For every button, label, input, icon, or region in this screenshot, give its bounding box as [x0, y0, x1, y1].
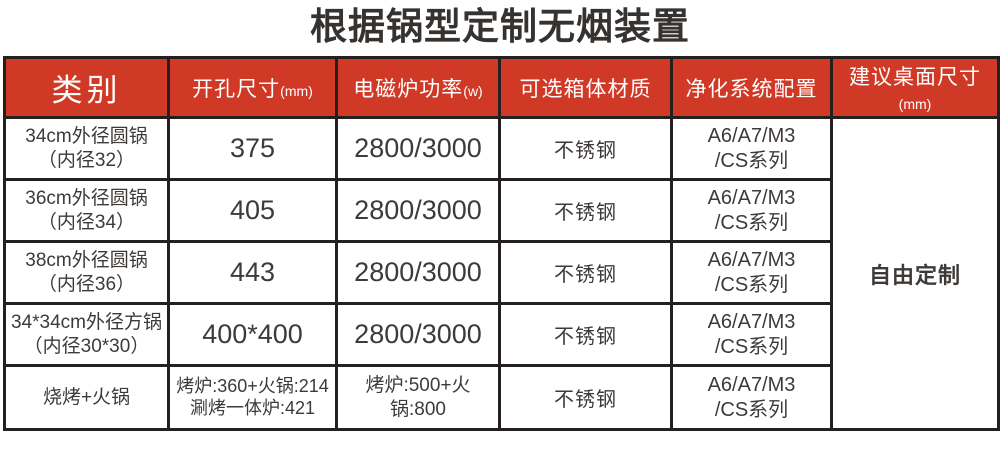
header-unit: (mm) — [898, 95, 932, 112]
header-label: 电磁炉功率 — [353, 77, 464, 101]
cell-power: 2800/3000 — [335, 302, 501, 367]
cell-line: （内径32） — [37, 149, 136, 171]
cell-hole-size: 443 — [167, 240, 338, 305]
cell-desktop-size-merged: 自由定制 — [830, 116, 1000, 431]
page-title: 根据锅型定制无烟装置 — [310, 6, 690, 47]
cell-line: 443 — [229, 257, 276, 288]
cell-line: /CS系列 — [714, 273, 789, 296]
cell-line: 34*34cm外径方锅 — [11, 312, 162, 334]
cell-line: 405 — [229, 195, 276, 226]
header-row: 类别 开孔尺寸(mm) 电磁炉功率(w) 可选箱体材质 净化系统配置 建议桌面尺… — [3, 56, 1000, 119]
cell-material: 不锈钢 — [498, 178, 673, 243]
cell-line: A6/A7/M3 — [707, 125, 796, 148]
cell-purification: A6/A7/M3 /CS系列 — [670, 116, 833, 181]
cell-hole-size: 405 — [167, 178, 338, 243]
header-label: 净化系统配置 — [685, 77, 818, 101]
header-label: 建议桌面尺寸 — [849, 65, 981, 89]
header-cell-material: 可选箱体材质 — [498, 56, 673, 119]
table-row: 烧烤+火锅 烤炉:360+火锅:214 涮烤一体炉:421 烤炉:500+火锅:… — [3, 364, 999, 431]
cell-hole-size: 375 — [167, 116, 338, 181]
cell-purification: A6/A7/M3 /CS系列 — [670, 364, 833, 431]
cell-power: 烤炉:500+火锅:800 — [335, 364, 501, 431]
cell-hole-size: 400*400 — [167, 302, 338, 367]
cell-purification: A6/A7/M3 /CS系列 — [670, 178, 833, 243]
cell-line: 烤炉:500+火锅:800 — [365, 375, 471, 420]
cell-line: /CS系列 — [714, 335, 789, 358]
cell-line: /CS系列 — [714, 398, 789, 421]
cell-line: 34cm外径圆锅 — [25, 126, 148, 148]
cell-material: 不锈钢 — [498, 364, 673, 431]
cell-line: 400*400 — [202, 319, 303, 350]
cell-line: 2800/3000 — [354, 319, 482, 350]
header-cell-purification: 净化系统配置 — [670, 56, 833, 119]
table-row: 34cm外径圆锅 （内径32） 375 2800/3000 不锈钢 A6/A7/… — [3, 116, 1000, 431]
cell-line: （内径30*30） — [23, 335, 150, 357]
cell-power: 2800/3000 — [335, 116, 501, 181]
cell-power: 2800/3000 — [335, 240, 501, 305]
cell-line: 38cm外径圆锅 — [25, 250, 148, 272]
cell-line: （内径36） — [37, 273, 136, 295]
cell-line: 涮烤一体炉:421 — [189, 397, 316, 418]
header-label: 开孔尺寸 — [192, 77, 281, 101]
cell-material: 不锈钢 — [498, 116, 673, 181]
cell-category: 34*34cm外径方锅 （内径30*30） — [3, 302, 170, 367]
cell-line: 2800/3000 — [354, 195, 482, 226]
cell-hole-size: 烤炉:360+火锅:214 涮烤一体炉:421 — [167, 364, 338, 431]
cell-purification: A6/A7/M3 /CS系列 — [670, 302, 833, 367]
header-unit: (w) — [463, 82, 483, 99]
table-row: 34*34cm外径方锅 （内径30*30） 400*400 2800/3000 … — [3, 302, 999, 367]
cell-power: 2800/3000 — [335, 178, 501, 243]
cell-line: 36cm外径圆锅 — [25, 188, 148, 210]
header-label: 可选箱体材质 — [519, 77, 652, 101]
table-row: 38cm外径圆锅 （内径36） 443 2800/3000 不锈钢 A6/A7/… — [3, 240, 999, 305]
cell-line: A6/A7/M3 — [707, 249, 796, 272]
cell-line: A6/A7/M3 — [707, 374, 796, 397]
cell-line: A6/A7/M3 — [707, 187, 796, 210]
header-cell-desktop-size: 建议桌面尺寸 (mm) — [830, 56, 1000, 119]
cell-line: （内径34） — [37, 211, 136, 233]
cell-category: 36cm外径圆锅 （内径34） — [3, 178, 170, 243]
cell-category: 34cm外径圆锅 （内径32） — [3, 116, 170, 181]
cell-material: 不锈钢 — [498, 302, 673, 367]
cell-material: 不锈钢 — [498, 240, 673, 305]
cell-line: 375 — [229, 133, 276, 164]
header-cell-category: 类别 — [3, 56, 170, 119]
cell-line: 烧烤+火锅 — [42, 386, 131, 408]
cell-line: A6/A7/M3 — [707, 311, 796, 334]
cell-line: 烤炉:360+火锅:214 — [176, 375, 329, 396]
cell-line: 2800/3000 — [354, 257, 482, 288]
header-label: 类别 — [51, 73, 122, 108]
cell-line: 2800/3000 — [354, 133, 482, 164]
cell-purification: A6/A7/M3 /CS系列 — [670, 240, 833, 305]
spec-table: 类别 开孔尺寸(mm) 电磁炉功率(w) 可选箱体材质 净化系统配置 建议桌面尺… — [3, 56, 1000, 431]
header-cell-hole-size: 开孔尺寸(mm) — [167, 56, 338, 119]
cell-line: /CS系列 — [714, 149, 789, 172]
cell-line: /CS系列 — [714, 211, 789, 234]
cell-category: 38cm外径圆锅 （内径36） — [3, 240, 170, 305]
header-cell-power: 电磁炉功率(w) — [335, 56, 501, 119]
table-row: 36cm外径圆锅 （内径34） 405 2800/3000 不锈钢 A6/A7/… — [3, 178, 999, 243]
header-unit: (mm) — [280, 82, 313, 99]
cell-category: 烧烤+火锅 — [3, 364, 170, 431]
